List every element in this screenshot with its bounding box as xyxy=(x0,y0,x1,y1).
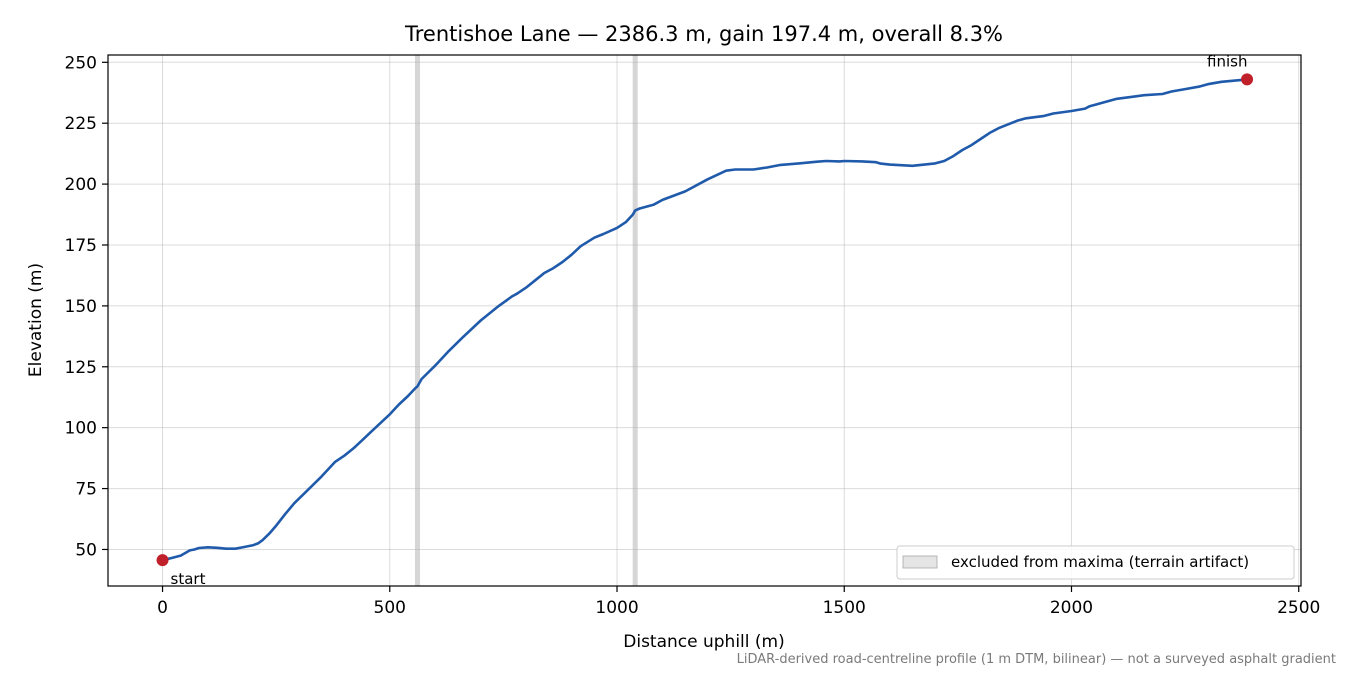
x-axis-label: Distance uphill (m) xyxy=(623,632,784,652)
start-label: start xyxy=(171,570,206,588)
start-marker xyxy=(156,554,169,567)
finish-marker xyxy=(1241,73,1254,86)
x-tick-label: 1500 xyxy=(823,598,866,618)
series xyxy=(161,78,1249,562)
y-ticks: 50 75 100 125 150 175 200 225 250 xyxy=(65,53,108,560)
x-tick-label: 1000 xyxy=(595,598,638,618)
legend-box xyxy=(896,545,1295,580)
y-tick-label: 250 xyxy=(65,53,97,73)
legend-label: excluded from maxima (terrain artifact) xyxy=(951,553,1249,571)
excluded-bands xyxy=(414,55,638,586)
y-tick-label: 225 xyxy=(65,114,97,134)
y-axis-label: Elevation (m) xyxy=(26,263,46,377)
finish-label: finish xyxy=(1207,52,1247,70)
x-ticks: 0 500 1000 1500 2000 2500 xyxy=(157,586,1320,618)
y-tick-label: 125 xyxy=(65,358,97,378)
x-tick-label: 2000 xyxy=(1050,598,1093,618)
markers: start finish xyxy=(156,52,1254,588)
x-tick-label: 0 xyxy=(157,598,168,618)
legend: excluded from maxima (terrain artifact) xyxy=(896,545,1295,580)
chart-title: Trentishoe Lane — 2386.3 m, gain 197.4 m… xyxy=(404,22,1003,46)
y-tick-label: 100 xyxy=(65,419,97,439)
footnote: LiDAR-derived road-centreline profile (1… xyxy=(736,652,1336,667)
excluded-band-2 xyxy=(632,55,638,586)
grid xyxy=(108,55,1301,586)
x-tick-label: 2500 xyxy=(1277,598,1320,618)
excluded-band-1 xyxy=(414,55,420,586)
y-tick-label: 150 xyxy=(65,297,97,317)
elevation-line-1 xyxy=(161,78,1249,562)
x-tick-label: 500 xyxy=(374,598,406,618)
plot-frame xyxy=(107,54,1302,587)
y-tick-label: 50 xyxy=(75,540,97,560)
y-tick-label: 75 xyxy=(75,480,97,500)
y-tick-label: 200 xyxy=(65,175,97,195)
y-tick-label: 175 xyxy=(65,236,97,256)
legend-swatch xyxy=(902,555,938,569)
